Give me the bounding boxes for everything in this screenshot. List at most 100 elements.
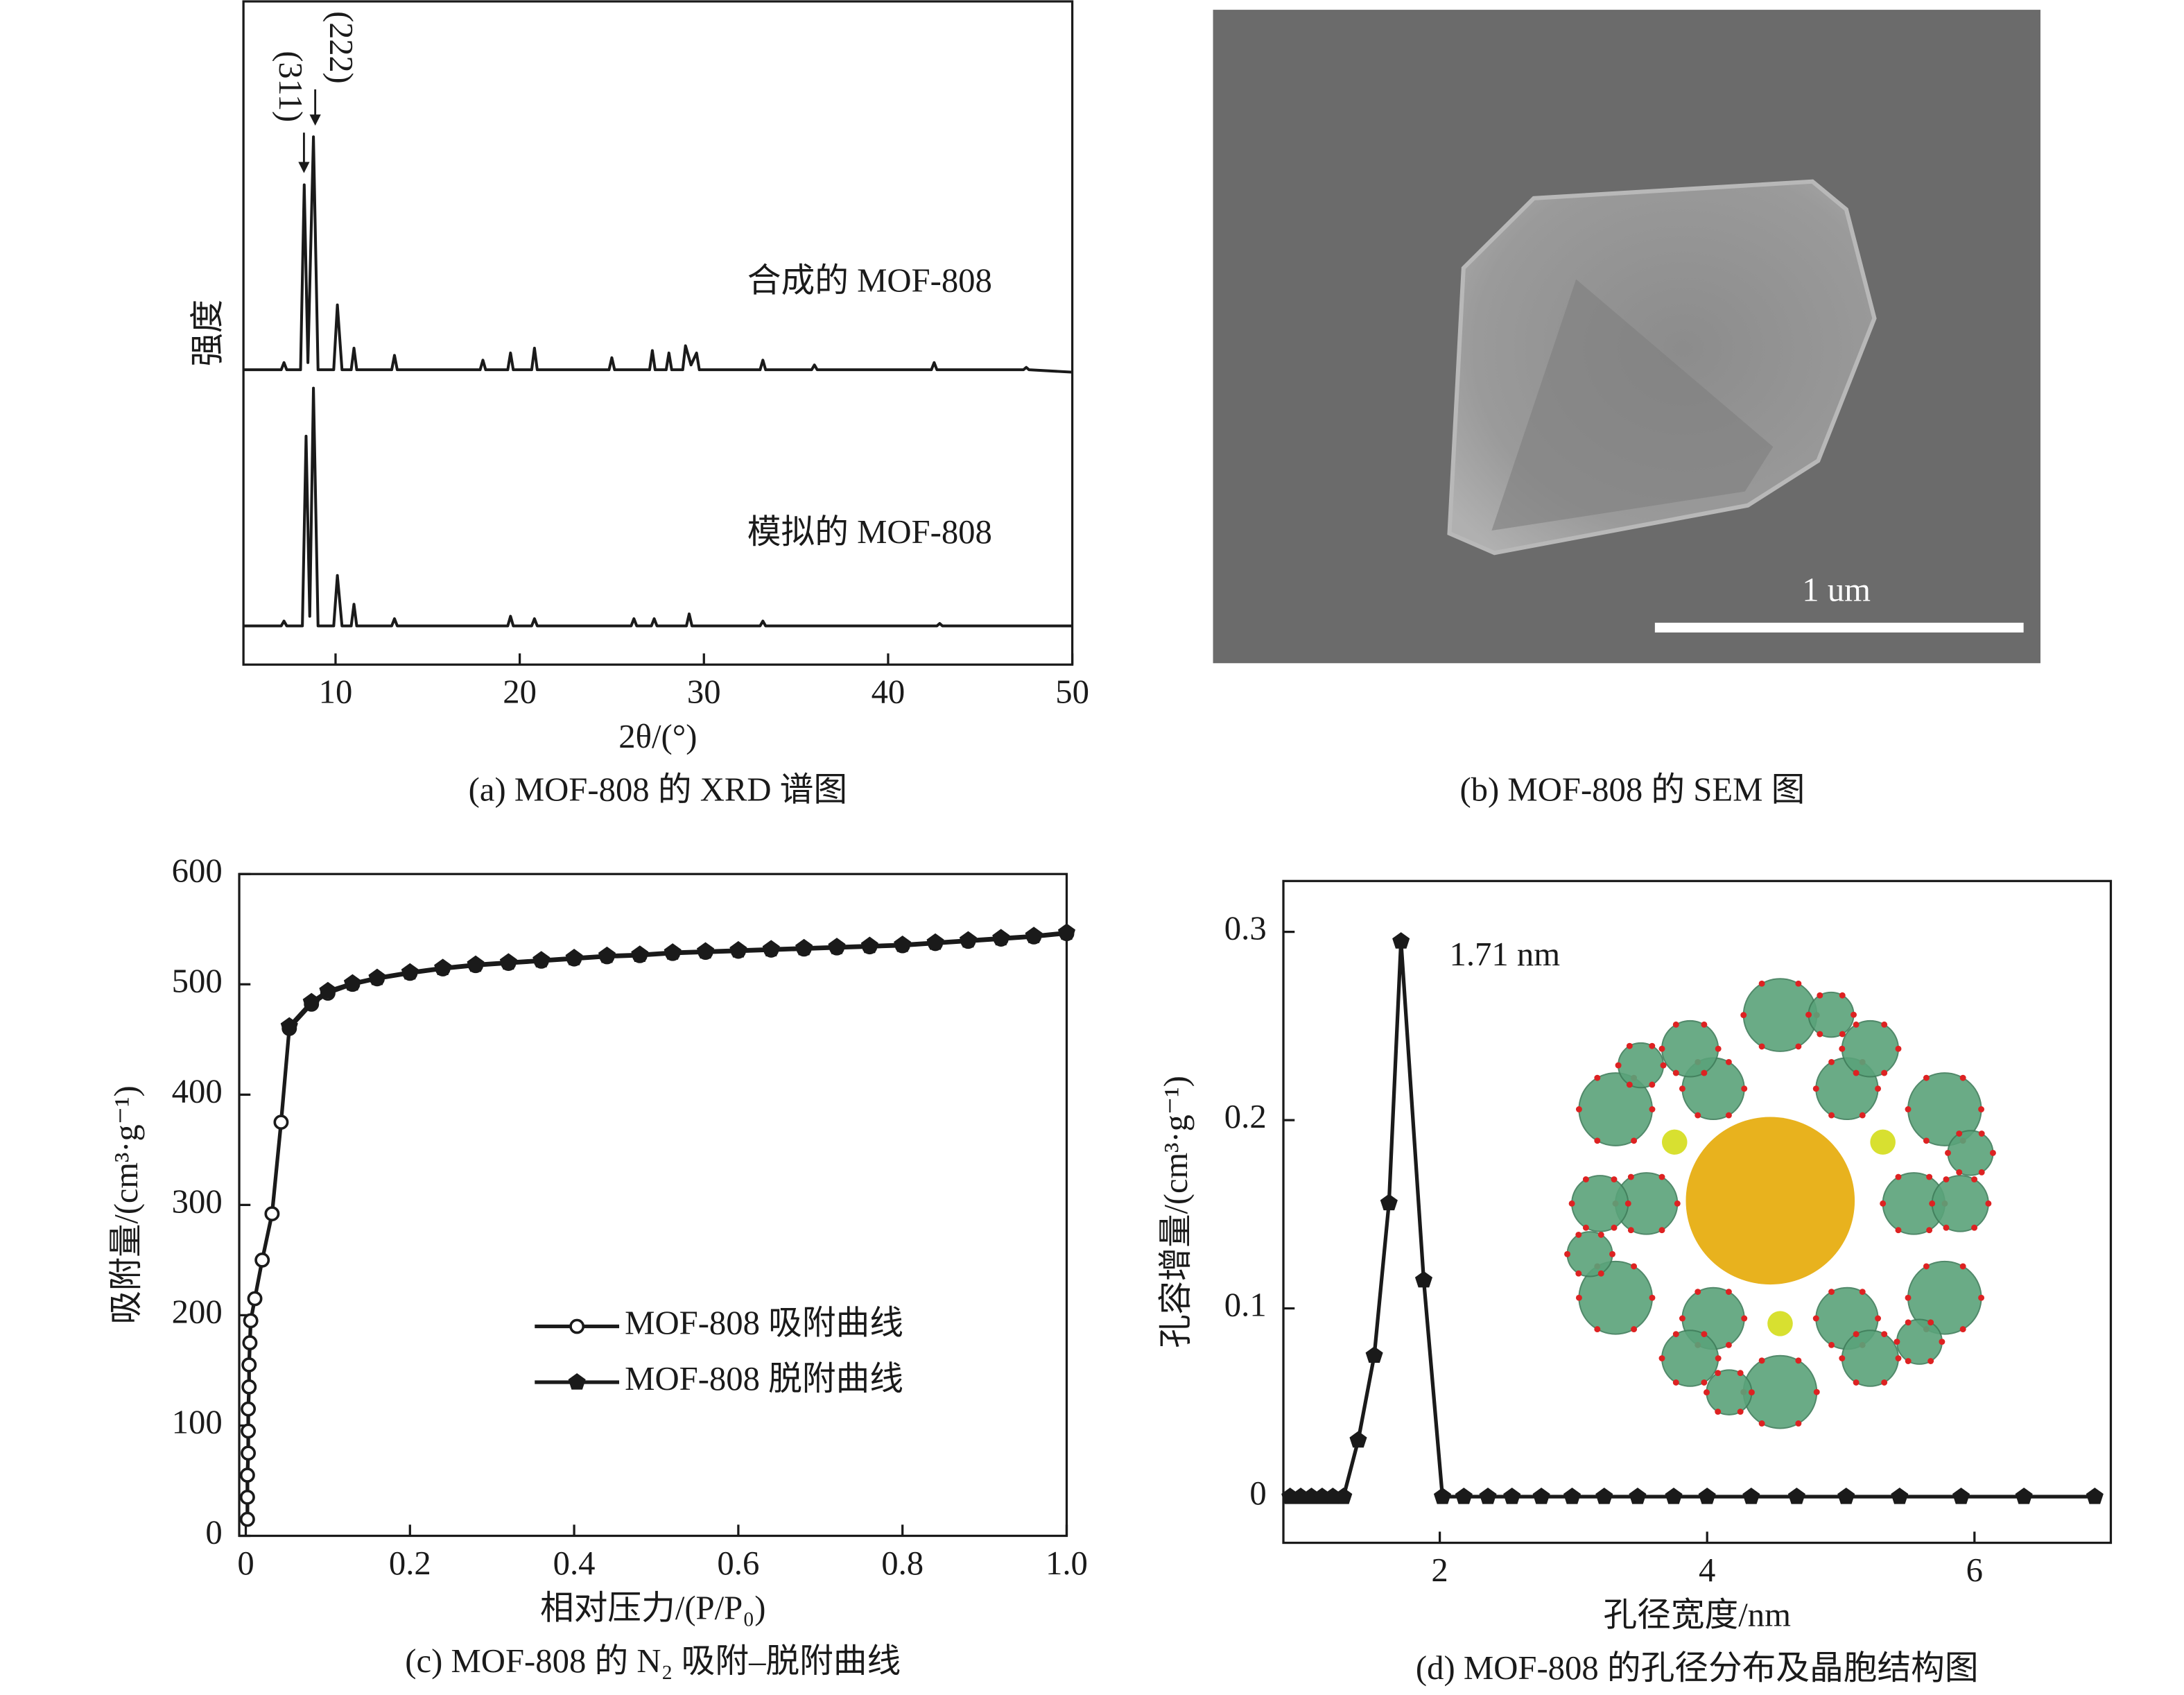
atom: [1905, 1106, 1912, 1112]
legend-marker: [569, 1318, 585, 1334]
marker: [1335, 1487, 1353, 1504]
atom: [1851, 1011, 1857, 1018]
x-tick-label: 50: [1055, 674, 1089, 711]
marker: [1503, 1487, 1521, 1504]
y-axis-label: 吸附量/(cm³·g⁻¹): [108, 1085, 145, 1324]
atom: [1795, 980, 1802, 987]
caption: (c) MOF-808 的 N₂ 吸附–脱附曲线: [405, 1643, 901, 1680]
atom: [1943, 1224, 1950, 1231]
atom: [1660, 1062, 1667, 1069]
x-tick-label: 10: [319, 674, 353, 711]
atom: [1943, 1176, 1950, 1182]
atom: [1893, 1339, 1900, 1345]
atom: [1649, 1042, 1656, 1049]
marker: [1414, 1271, 1433, 1288]
atom: [1839, 1045, 1846, 1052]
scale-bar-label: 1 um: [1802, 572, 1871, 609]
annotation: 1.71 nm: [1450, 936, 1561, 973]
marker: [696, 942, 715, 959]
atom: [1875, 1085, 1882, 1092]
marker: [926, 933, 944, 950]
atom: [1695, 1112, 1701, 1119]
x-tick-label: 0.2: [389, 1545, 431, 1582]
atom: [1725, 1289, 1732, 1296]
cluster: [1661, 1330, 1719, 1387]
atom: [1679, 1085, 1685, 1092]
atom: [1679, 1315, 1685, 1322]
atom: [1740, 1012, 1747, 1019]
atom: [1859, 1289, 1866, 1296]
atom: [1926, 1227, 1933, 1234]
atom: [1758, 1043, 1765, 1050]
marker: [2015, 1487, 2033, 1504]
x-tick-label: 30: [687, 674, 721, 711]
marker: [1479, 1487, 1497, 1504]
marker: [254, 1253, 270, 1268]
marker: [241, 1423, 257, 1439]
atom: [1611, 1224, 1618, 1231]
atom: [1615, 1062, 1622, 1069]
plot-frame: [1282, 879, 2113, 1545]
marker: [959, 931, 977, 948]
atom: [1568, 1200, 1575, 1207]
atom: [1672, 1331, 1679, 1338]
atom: [1649, 1294, 1656, 1301]
atom: [1905, 1358, 1912, 1364]
atom: [1905, 1294, 1912, 1301]
atom: [1575, 1270, 1582, 1277]
atom: [1701, 1331, 1708, 1338]
pore: [1685, 1117, 1855, 1285]
marker: [280, 1017, 298, 1034]
y-tick-label: 0: [205, 1515, 222, 1551]
x-tick-label: 20: [503, 674, 537, 711]
small-pore: [1870, 1129, 1896, 1155]
marker: [247, 1291, 263, 1307]
atom: [1626, 1042, 1633, 1049]
crystal-structure-inset: [1564, 978, 1996, 1429]
atom: [1881, 1069, 1888, 1076]
marker: [1380, 1194, 1398, 1211]
marker: [795, 938, 813, 956]
atom: [1945, 1149, 1951, 1156]
marker: [2086, 1487, 2104, 1504]
marker: [343, 974, 361, 991]
atom: [1939, 1339, 1945, 1345]
marker: [499, 953, 517, 970]
atom: [1895, 1355, 1902, 1361]
atom: [1701, 1069, 1708, 1076]
atom: [1989, 1149, 1996, 1156]
atom: [1758, 980, 1765, 987]
marker: [894, 935, 912, 952]
x-axis-label: 孔径宽度/nm: [1603, 1597, 1791, 1634]
cluster: [1808, 991, 1855, 1038]
marker: [1392, 932, 1410, 949]
marker: [1665, 1487, 1683, 1504]
marker: [239, 1489, 255, 1505]
atom: [1927, 1358, 1934, 1364]
atom: [1880, 1200, 1887, 1207]
atom: [1923, 1137, 1930, 1144]
atom: [1701, 1379, 1708, 1386]
atom: [1715, 1409, 1722, 1415]
marker: [1025, 927, 1043, 943]
atom: [1741, 1085, 1748, 1092]
x-tick-label: 6: [1966, 1552, 1983, 1589]
annotation: (311): [272, 51, 309, 122]
atom: [1813, 1388, 1820, 1395]
marker: [664, 943, 682, 960]
marker: [273, 1115, 289, 1130]
marker: [1532, 1487, 1550, 1504]
series-line: [243, 386, 1073, 628]
atom: [1817, 1031, 1823, 1038]
series-label: 合成的 MOF-808: [747, 263, 992, 300]
marker: [243, 1313, 259, 1329]
atom: [1748, 1389, 1755, 1396]
marker: [1455, 1487, 1473, 1504]
x-axis-label: 2θ/(°): [618, 719, 697, 755]
marker: [241, 1379, 257, 1395]
atom: [1956, 1169, 1963, 1176]
atom: [1758, 1420, 1765, 1427]
plot-frame: [238, 872, 1068, 1538]
y-tick-label: 0.1: [1224, 1287, 1267, 1324]
atom: [1971, 1224, 1978, 1231]
